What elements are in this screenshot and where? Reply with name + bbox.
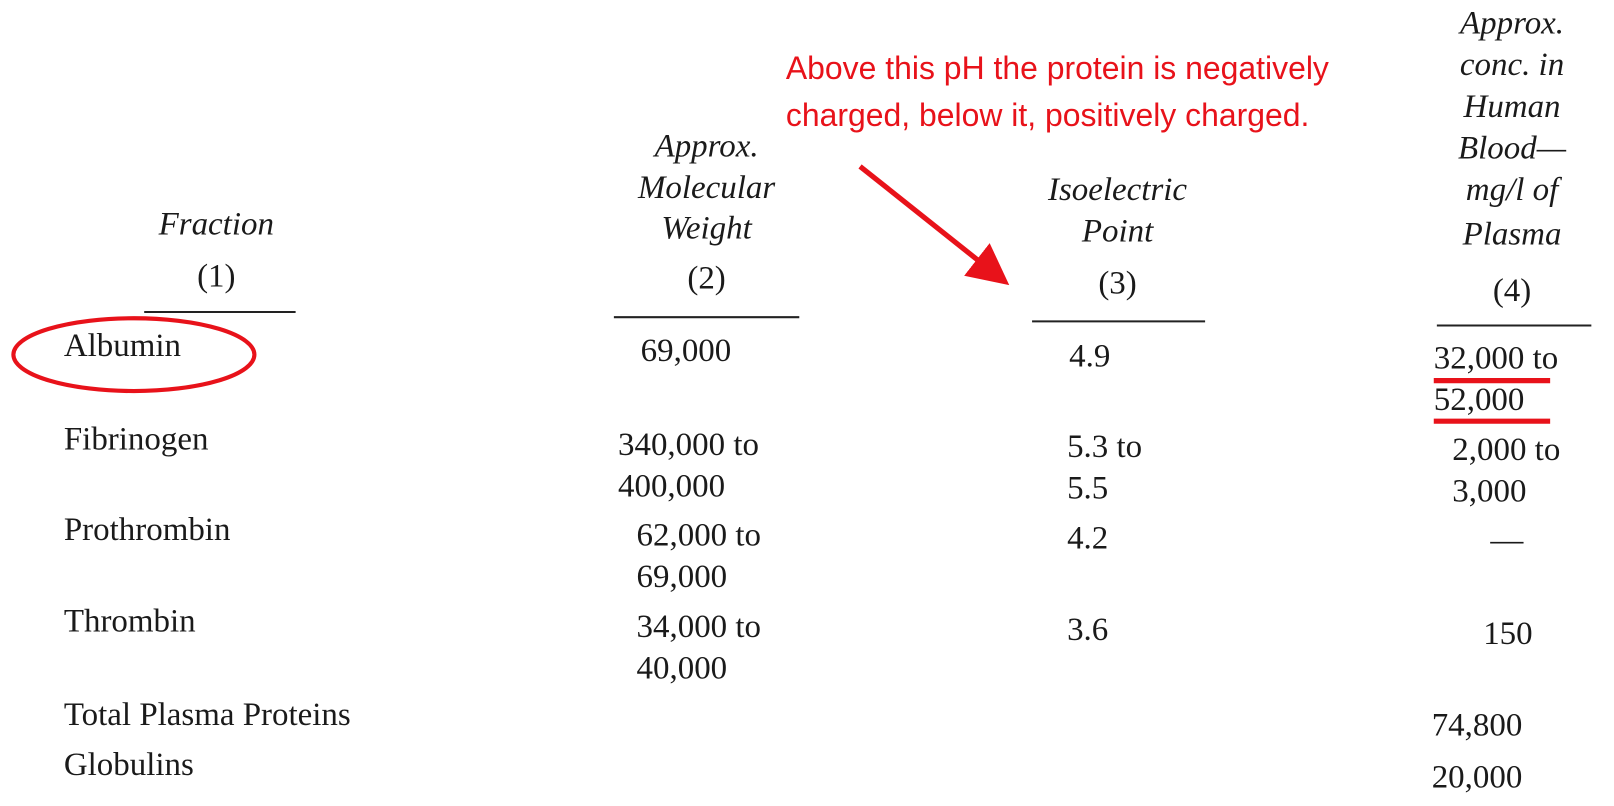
cell-text: 74,800 <box>1432 706 1523 743</box>
column-heading: Approx. <box>653 127 759 164</box>
cell-text: 69,000 <box>641 332 732 369</box>
cell-text: 2,000 to <box>1452 431 1560 468</box>
column-heading: Human <box>1463 88 1561 125</box>
row-label: Thrombin <box>64 602 196 639</box>
column-number: (1) <box>197 257 235 294</box>
column-heading: Isoelectric <box>1047 171 1187 208</box>
cell-text: — <box>1489 521 1524 558</box>
cell-text: 20,000 <box>1432 758 1523 795</box>
row-label: Albumin <box>64 327 182 364</box>
cell-text: 52,000 <box>1434 381 1525 418</box>
column-number: (3) <box>1098 264 1136 301</box>
cell-text: 4.2 <box>1067 519 1108 556</box>
column-heading: Point <box>1081 212 1154 249</box>
table-area: Above this pH the protein is negatively … <box>11 4 1592 796</box>
column-heading: Molecular <box>637 169 775 206</box>
column-heading: Blood— <box>1458 129 1567 166</box>
column-heading: conc. in <box>1460 46 1564 83</box>
column-heading: Plasma <box>1462 216 1562 253</box>
column-heading: mg/l of <box>1466 171 1563 208</box>
row-label: Globulins <box>64 746 194 783</box>
row-label: Fibrinogen <box>64 420 209 457</box>
arrow <box>858 164 1010 286</box>
row-label: Total Plasma Proteins <box>64 696 351 733</box>
cell-text: 340,000 to <box>618 426 759 463</box>
cell-text: 4.9 <box>1069 337 1110 374</box>
column-heading: Weight <box>661 209 752 246</box>
cell-text: 5.3 to <box>1067 428 1142 465</box>
cell-text: 40,000 <box>637 649 728 686</box>
cell-text: 32,000 to <box>1434 339 1558 376</box>
cell-text: 3,000 <box>1452 472 1526 509</box>
cell-text: 3.6 <box>1067 611 1108 648</box>
annotation: Above this pH the protein is negatively <box>786 50 1329 86</box>
cell-text: 69,000 <box>637 558 728 595</box>
cell-text: 150 <box>1483 615 1532 652</box>
highlight-ellipse <box>11 316 257 394</box>
cell-text: 400,000 <box>618 467 725 504</box>
column-number: (4) <box>1493 272 1531 309</box>
cell-text: 5.5 <box>1067 469 1108 506</box>
cell-text: 62,000 to <box>637 516 761 553</box>
column-heading: Approx. <box>1458 4 1564 41</box>
cell-text: 34,000 to <box>637 608 761 645</box>
column-number: (2) <box>687 259 725 296</box>
annotation: charged, below it, positively charged. <box>786 97 1309 133</box>
row-label: Prothrombin <box>64 511 231 548</box>
column-heading: Fraction <box>158 205 274 242</box>
